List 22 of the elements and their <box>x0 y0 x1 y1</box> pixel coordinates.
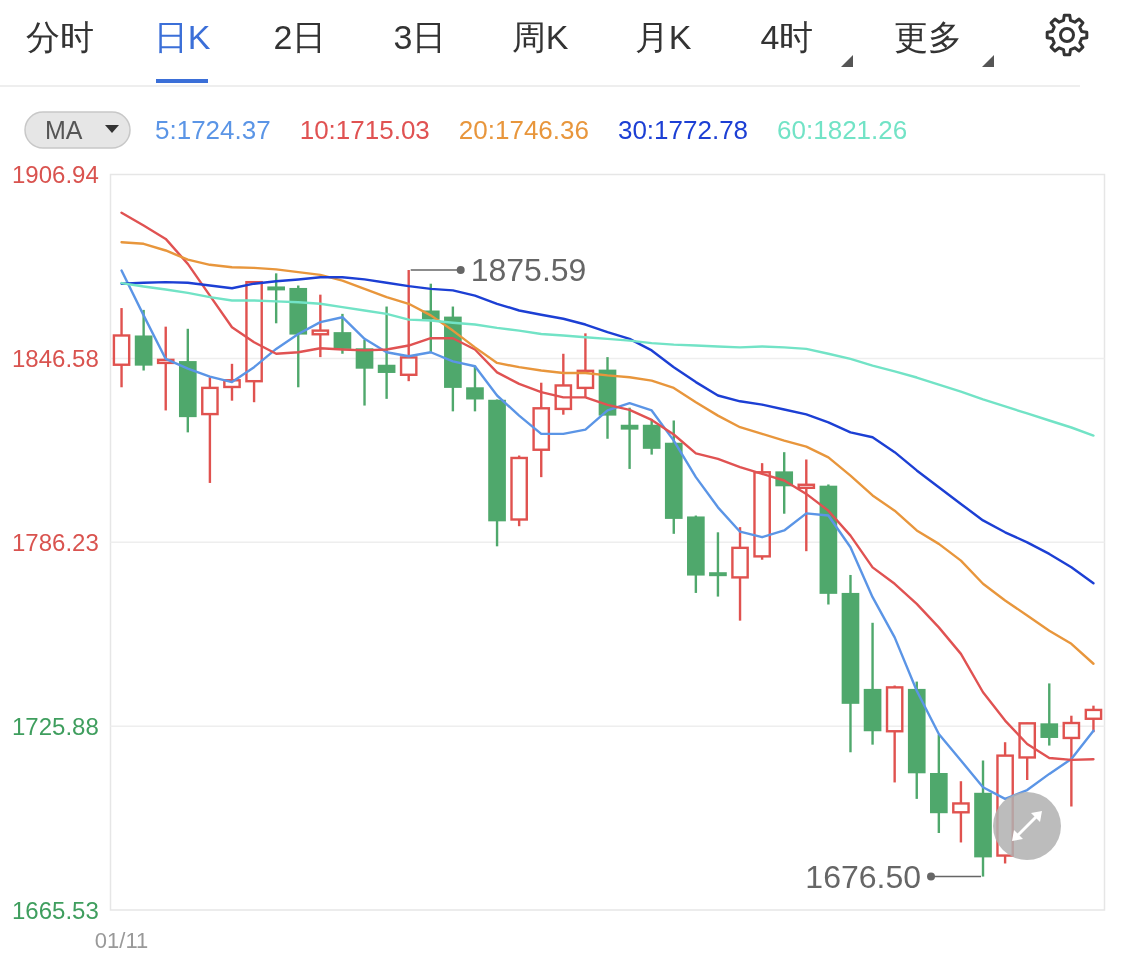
ma-button-label: MA <box>45 116 83 144</box>
tab-label: 日K <box>153 18 211 56</box>
tab-label: 分时 <box>26 18 94 56</box>
y-tick-label: 1665.53 <box>12 896 99 924</box>
tab-label: 2日 <box>273 18 327 56</box>
y-tick-label: 1846.58 <box>12 344 99 372</box>
y-tick-label: 1725.88 <box>12 712 99 740</box>
tab-label: 周K <box>511 18 569 56</box>
tab-label: 更多 <box>894 18 962 56</box>
legend-label: 20:1746.36 <box>458 115 589 145</box>
tab-label: 3日 <box>393 18 447 56</box>
y-tick-label: 1786.23 <box>12 528 99 556</box>
legend-label: 10:1715.03 <box>299 115 430 145</box>
x-tick-label: 01/11 <box>94 928 149 953</box>
y-tick-label: 1906.94 <box>12 161 99 188</box>
legend-label: 5:1724.37 <box>155 115 271 145</box>
tab-label: 月K <box>634 18 692 56</box>
extreme-label: 1875.59 <box>470 252 587 288</box>
legend-label: 60:1821.26 <box>777 115 908 145</box>
extreme-label: 1676.50 <box>805 858 921 895</box>
legend-label: 30:1772.78 <box>617 115 749 145</box>
tab-label: 4时 <box>760 18 814 56</box>
